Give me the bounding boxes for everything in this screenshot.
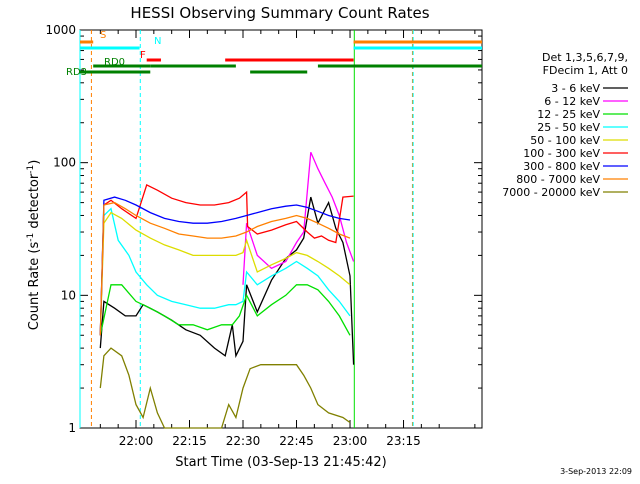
- series-line: [99, 347, 351, 429]
- series-line: [99, 183, 354, 336]
- series-line: [99, 196, 351, 336]
- x-tick-label: 23:00: [333, 434, 368, 448]
- x-tick-label: 22:45: [279, 434, 314, 448]
- legend: Det 1,3,5,6,7,9,FDecim 1, Att 0 3 - 6 keV…: [502, 51, 628, 199]
- flag-label: RD3: [66, 67, 87, 78]
- flag-label: N: [154, 36, 161, 47]
- y-axis-label: Count Rate (s-1 detector-1): [26, 160, 42, 331]
- x-axis-label: Start Time (03-Sep-13 21:45:42): [175, 455, 386, 470]
- flag-label: S: [100, 30, 106, 41]
- legend-item-label: 300 - 800 keV: [523, 160, 600, 173]
- legend-item-label: 800 - 7000 keV: [516, 173, 600, 186]
- flag-label: F: [140, 50, 146, 61]
- legend-item-label: 3 - 6 keV: [551, 82, 600, 95]
- legend-item-label: 7000 - 20000 keV: [502, 186, 600, 199]
- series-line: [242, 151, 355, 285]
- series-line: [99, 207, 351, 336]
- legend-header: FDecim 1, Att 0: [543, 64, 628, 77]
- x-tick-label: 22:15: [172, 434, 207, 448]
- plot-timestamp: 3-Sep-2013 22:09: [560, 467, 632, 476]
- y-tick-label: 100: [53, 156, 76, 170]
- x-tick-label: 22:30: [226, 434, 261, 448]
- legend-item-label: 50 - 100 keV: [530, 134, 600, 147]
- y-tick-label: 1000: [45, 23, 76, 37]
- legend-item-label: 6 - 12 keV: [544, 95, 600, 108]
- chart-title: HESSI Observing Summary Count Rates: [130, 4, 429, 22]
- legend-header: Det 1,3,5,6,7,9,: [542, 51, 628, 64]
- series-line: [99, 211, 351, 336]
- plot-area: 22:00 22:15 22:30 22:45 23:00 23:15 1 10 100 1000…: [45, 23, 483, 448]
- legend-item-label: 12 - 25 keV: [537, 108, 600, 121]
- legend-item-label: 100 - 300 keV: [523, 147, 600, 160]
- x-tick-label: 22:00: [119, 434, 154, 448]
- y-tick-label: 10: [61, 288, 76, 302]
- series-line: [99, 284, 351, 336]
- flag-label: RD0: [104, 57, 125, 68]
- x-tick-label: 23:15: [386, 434, 421, 448]
- legend-item-label: 25 - 50 keV: [537, 121, 600, 134]
- series-line: [99, 201, 351, 336]
- y-tick-label: 1: [68, 421, 76, 435]
